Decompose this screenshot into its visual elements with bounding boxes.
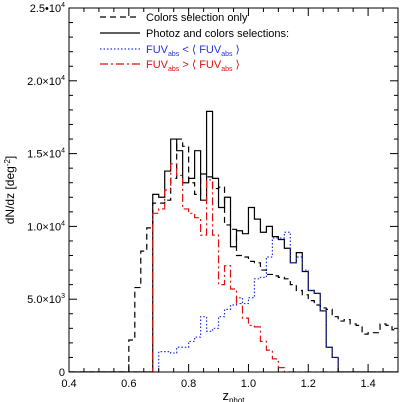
x-tick-label-4: 1.2 (301, 378, 316, 390)
y-tick-label-4: 2.0×104 (27, 75, 65, 88)
y-tick-label-0: 0 (59, 367, 65, 379)
legend-label-0: Colors selection only (146, 12, 248, 24)
series-line-1 (69, 110, 398, 372)
legend: Colors selection only Photoz and colors s… (100, 12, 289, 73)
legend-label-2: FUVabs < ⟨ FUVabs ⟩ (146, 44, 240, 58)
plot-layer (69, 110, 398, 372)
y-axis-label: dN/dz [deg-2] (3, 156, 17, 225)
series-line-0 (69, 138, 398, 372)
x-axis-label: zphot (222, 388, 245, 402)
series-line-2 (69, 231, 398, 372)
y-tick-label-2: 1.0×104 (27, 220, 65, 233)
axes-layer: 0.4 0.6 0.8 1.0 1.2 1.4 0 5.0×103 1.0×104 1.5×104… (27, 2, 398, 390)
x-tick-label-0: 0.4 (61, 378, 76, 390)
x-tick-label-2: 0.8 (181, 378, 196, 390)
legend-label-3: FUVabs > ⟨ FUVabs ⟩ (146, 59, 240, 73)
legend-label-1: Photoz and colors selections: (146, 28, 289, 40)
series-line-3 (69, 163, 398, 372)
x-tick-label-5: 1.4 (360, 378, 375, 390)
y-tick-label-3: 1.5×104 (27, 148, 65, 161)
x-tick-label-3: 1.0 (241, 378, 256, 390)
y-tick-label-1: 5.0×103 (27, 293, 65, 306)
y-tick-label-5: 2.5•104 (30, 2, 65, 15)
x-tick-label-1: 0.6 (121, 378, 136, 390)
